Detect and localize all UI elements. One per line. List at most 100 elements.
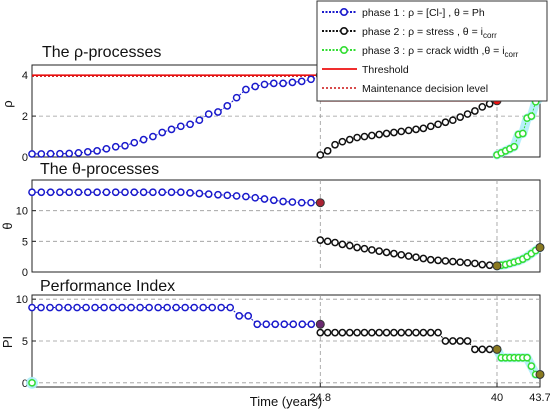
- phase1-point: [82, 303, 90, 312]
- phase2-point: [485, 261, 494, 270]
- phase3-point: [523, 353, 531, 362]
- legend-label: phase 1 : ρ = [Cl-] , θ = Ph: [362, 7, 485, 19]
- phase1-point: [167, 125, 176, 134]
- phase1-point: [204, 110, 213, 118]
- phase1-point: [46, 188, 55, 197]
- phase1-point: [186, 189, 194, 197]
- theta-plot-area: [31, 179, 541, 273]
- phase2-point: [390, 328, 398, 337]
- transition-point: [492, 344, 502, 354]
- phase1-point: [190, 303, 199, 312]
- phase1-point: [83, 188, 92, 197]
- phase1-point: [145, 303, 153, 312]
- phase2-point: [367, 131, 376, 140]
- phase2-point: [360, 132, 369, 141]
- legend-item-phase1: phase 1 : ρ = [Cl-] , θ = Ph: [322, 7, 485, 19]
- phase1-point: [130, 138, 139, 147]
- phase2-point: [323, 237, 332, 246]
- legend-label: Maintenance decision level: [362, 83, 488, 95]
- phase2-point: [338, 328, 347, 337]
- phase1-point: [289, 320, 298, 329]
- transition-point: [315, 319, 325, 329]
- x-tick-label: 40: [491, 392, 503, 404]
- phase1-point: [111, 142, 120, 151]
- phase1-line: [32, 191, 321, 204]
- phase1-point: [127, 303, 135, 312]
- phase1-point: [74, 188, 83, 197]
- legend-items: phase 1 : ρ = [Cl-] , θ = Ph phase 2 : ρ …: [322, 7, 519, 95]
- y-tick-label: 5: [22, 336, 28, 348]
- phase1-point: [214, 190, 222, 199]
- phase2-point: [338, 240, 347, 249]
- phase2-point: [419, 254, 428, 263]
- phase2-point: [397, 328, 406, 337]
- phase2-point: [478, 260, 487, 269]
- phase2-point: [375, 247, 384, 255]
- phase2-point: [382, 248, 391, 257]
- phase2-point: [382, 328, 391, 337]
- phase1-point: [279, 197, 287, 206]
- phase1-point: [111, 188, 120, 197]
- phase2-point: [404, 328, 413, 337]
- transition-point: [315, 198, 325, 208]
- phase2-point: [471, 345, 479, 354]
- phase1-point: [208, 303, 217, 312]
- phase2-point: [448, 257, 457, 266]
- rho-plot-area: [31, 64, 541, 158]
- theta-y-ticks: 0 5 10: [16, 206, 36, 279]
- legend-label: phase 3 : ρ = crack width ,θ = icorr: [362, 45, 519, 59]
- legend-swatch-marker: [339, 26, 348, 35]
- phase1-point: [83, 148, 92, 156]
- phase2-point: [426, 328, 435, 337]
- phase1-point: [118, 303, 126, 312]
- phase1-point: [93, 147, 101, 155]
- pi-panel-title: Performance Index: [40, 278, 175, 295]
- phase2-point: [412, 328, 420, 337]
- theta-panel: 0 5 10 The θ-processes θ: [0, 161, 545, 279]
- phase2-point: [412, 125, 420, 134]
- phase2-point: [345, 328, 354, 337]
- phase1-point: [232, 192, 241, 200]
- phase1-point: [93, 188, 101, 197]
- phase2-point: [463, 258, 472, 267]
- phase2-point: [390, 249, 398, 258]
- phase1-point: [271, 320, 280, 329]
- phase2-point: [434, 120, 442, 129]
- phase3-point: [527, 362, 536, 370]
- phase1-point: [56, 188, 64, 197]
- x-axis-label: Time (years): [250, 394, 322, 409]
- phase1-point: [28, 303, 36, 312]
- phase2-point: [441, 118, 450, 127]
- phase2-point: [360, 328, 369, 337]
- phase1-point: [154, 303, 162, 312]
- phase2-point: [441, 257, 450, 265]
- phase2-point: [345, 241, 354, 250]
- phase2-point: [338, 137, 347, 146]
- phase2-point: [353, 243, 361, 252]
- phase1-point: [269, 79, 278, 88]
- phase1-point: [176, 188, 185, 197]
- phase1-point: [280, 320, 289, 329]
- phase2-point: [404, 252, 413, 260]
- y-tick-label: 2: [22, 111, 28, 123]
- pi-panel: 0 5 10 24.8 40 43.7 Performance Index PI Tim…: [0, 278, 550, 409]
- transition-point: [492, 261, 502, 271]
- y-tick-label: 0: [22, 378, 28, 390]
- phase2-point: [456, 258, 465, 267]
- phase1-point: [163, 303, 171, 312]
- rho-y-ticks: 0 2 4: [22, 70, 36, 164]
- phase2-point: [456, 337, 465, 345]
- phase1-point: [235, 312, 244, 320]
- phase2-point: [353, 133, 361, 142]
- phase2-point: [316, 236, 325, 244]
- phase1-point: [167, 188, 176, 197]
- phase2-point: [345, 135, 354, 144]
- rho-panel-title: The ρ-processes: [42, 44, 161, 61]
- phase1-point: [56, 149, 64, 158]
- phase2-point: [331, 238, 339, 247]
- phase2-point: [448, 116, 457, 125]
- phase2-point: [419, 124, 428, 133]
- phase1-point: [288, 78, 297, 87]
- phase2-point: [485, 99, 494, 108]
- phase2-point: [323, 328, 332, 337]
